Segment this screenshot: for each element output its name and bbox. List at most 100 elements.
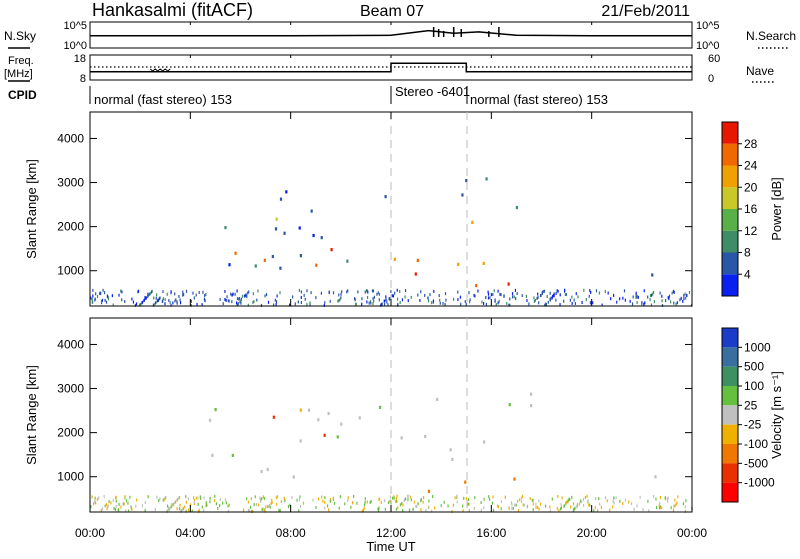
velocity-noise-cell	[517, 499, 519, 503]
power-cell-region-5	[457, 262, 460, 266]
power-noise-cell	[565, 293, 567, 297]
power-cell-region-2	[384, 195, 387, 199]
velocity-noise-cell	[154, 508, 156, 512]
power-noise-cell	[219, 297, 221, 301]
power-noise-cell	[300, 295, 302, 299]
velocity-noise-cell	[130, 505, 132, 509]
velocity-noise-cell	[549, 509, 551, 513]
power-noise-cell	[192, 291, 194, 295]
velocity-noise-cell	[676, 501, 678, 505]
power-cell-region-2	[224, 226, 227, 230]
velocity-noise-cell	[262, 507, 264, 511]
velocity-cell-region-1	[214, 407, 217, 412]
velocity-cell-region-4	[513, 477, 516, 481]
power-noise-cell	[175, 298, 177, 302]
velocity-noise-cell	[404, 497, 407, 501]
power-noise-cell	[525, 294, 528, 298]
power-ylabel: Slant Range [km]	[24, 159, 39, 259]
power-noise-cell	[328, 290, 330, 294]
velocity-noise-cell	[684, 509, 687, 513]
velocity-noise-cell	[298, 498, 301, 502]
cpid-segment-1: normal (fast stereo) 153	[94, 92, 232, 107]
power-noise-cell	[389, 297, 391, 301]
velocity-noise-cell	[563, 504, 566, 508]
velocity-noise-cell	[202, 508, 205, 512]
power-noise-cell	[541, 291, 543, 295]
velocity-noise-cell	[443, 500, 445, 504]
power-noise-cell	[553, 293, 555, 297]
power-noise-cell	[147, 294, 149, 298]
power-noise-cell	[385, 295, 387, 299]
velocity-noise-cell	[395, 507, 398, 511]
power-noise-cell	[672, 290, 675, 294]
power-noise-cell	[92, 294, 94, 298]
power-noise-cell	[622, 296, 624, 300]
power-noise-cell	[661, 299, 663, 303]
velocity-noise-cell	[532, 502, 534, 506]
velocity-noise-cell	[192, 496, 195, 500]
velocity-noise-cell	[271, 500, 273, 504]
power-noise-cell	[378, 292, 381, 296]
velocity-cell-region-1	[299, 408, 302, 412]
power-noise-cell	[152, 303, 155, 307]
power-noise-cell	[508, 303, 510, 307]
power-noise-cell	[120, 289, 122, 293]
power-noise-cell	[332, 291, 335, 295]
velocity-noise-cell	[447, 504, 449, 508]
velocity-noise-cell	[537, 505, 539, 509]
velocity-noise-cell	[167, 509, 169, 513]
power-noise-cell	[619, 297, 621, 301]
power-noise-cell	[231, 300, 233, 304]
x-tick-label: 00:00	[75, 526, 105, 540]
velocity-cell-region-1	[211, 453, 214, 457]
power-noise-cell	[559, 293, 561, 297]
power-noise-cell	[555, 298, 557, 302]
velocity-noise-cell	[324, 506, 326, 510]
nave-series-line	[90, 62, 692, 73]
velocity-noise-cell	[125, 499, 128, 503]
velocity-noise-cell	[489, 497, 491, 501]
velocity-noise-cell	[362, 508, 364, 512]
power-noise-cell	[353, 297, 356, 301]
power-noise-cell	[688, 290, 691, 294]
power-noise-cell	[573, 298, 575, 302]
power-colorbar-tick-label: 20	[744, 180, 758, 194]
velocity-noise-cell	[622, 502, 624, 506]
velocity-colorbar-swatch	[722, 482, 738, 502]
velocity-noise-cell	[187, 508, 190, 512]
power-noise-cell	[497, 301, 499, 305]
power-noise-cell	[309, 301, 311, 305]
noise-panel: N.Sky 10^5 10^0 10^5 10^0 N.Search	[4, 20, 796, 52]
velocity-noise-cell	[575, 506, 577, 510]
power-noise-cell	[376, 292, 378, 296]
power-cell-region-2	[299, 254, 302, 258]
power-noise-cell	[563, 299, 565, 303]
power-noise-cell	[347, 289, 349, 293]
velocity-cell-region-5	[530, 392, 533, 396]
power-noise-cell	[667, 296, 669, 300]
power-noise-cell	[575, 292, 577, 296]
velocity-noise-cell	[409, 495, 411, 499]
velocity-noise-cell	[115, 504, 117, 508]
velocity-noise-cell	[456, 500, 458, 504]
power-noise-cell	[487, 296, 490, 300]
velocity-noise-cell	[219, 498, 222, 502]
power-colorbar-swatches	[722, 122, 738, 296]
power-noise-cell	[156, 299, 159, 303]
velocity-colorbar-tick-label: 100	[744, 379, 764, 393]
velocity-noise-cell	[648, 509, 650, 513]
velocity-noise-cell	[402, 503, 404, 507]
power-noise-cell	[102, 288, 104, 292]
velocity-noise-cell	[163, 498, 165, 502]
velocity-noise-cell	[639, 495, 641, 499]
velocity-colorbar-swatch	[722, 328, 738, 348]
power-noise-cell	[489, 296, 491, 300]
power-noise-cell	[387, 303, 389, 307]
velocity-noise-cell	[589, 503, 591, 507]
velocity-noise-cell	[364, 497, 366, 501]
power-noise-cell	[371, 289, 374, 293]
velocity-noise-cell	[558, 509, 560, 513]
power-noise-cell	[427, 299, 430, 303]
velocity-noise-cell	[141, 504, 143, 508]
velocity-noise-cell	[568, 497, 570, 501]
